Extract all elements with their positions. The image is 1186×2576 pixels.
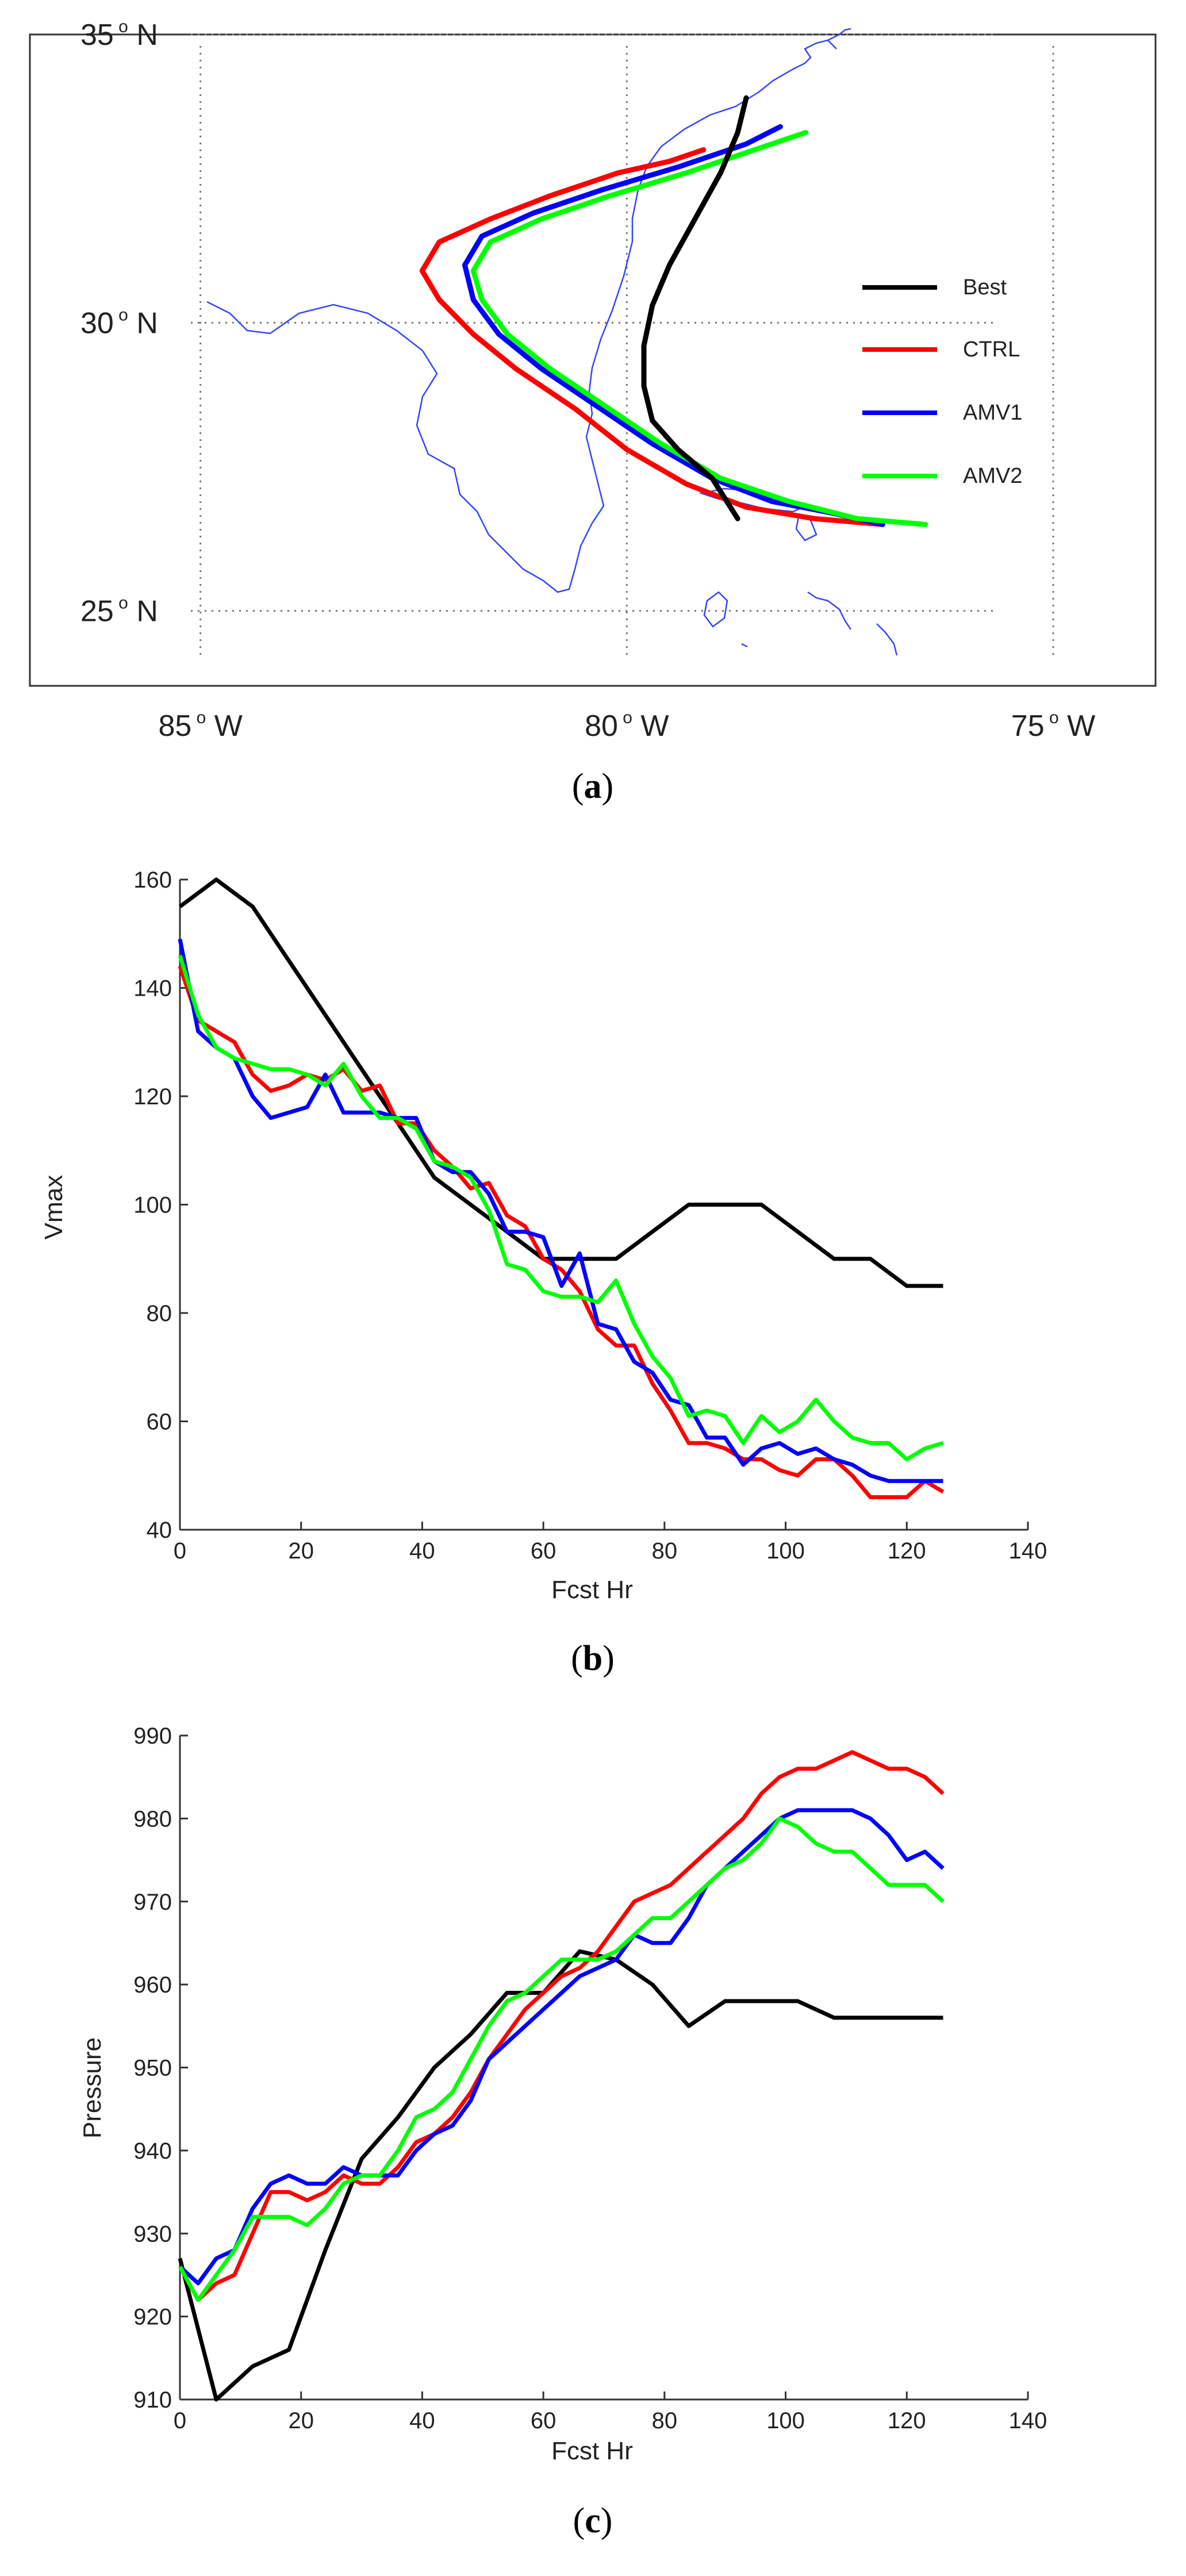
pressure-x-tick-label: 60: [531, 2408, 556, 2433]
pressure-y-tick-label: 960: [133, 1972, 172, 1998]
pressure-y-tick-label: 950: [133, 2056, 172, 2081]
track-line-best: [641, 95, 749, 521]
vmax-y-axis-label: Vmax: [40, 1175, 68, 1239]
legend: Best CTRL AMV1 AMV2: [862, 275, 1022, 488]
vmax-x-tick-label: 20: [288, 1538, 314, 1564]
vmax-x-axis-label: Fcst Hr: [551, 1576, 633, 1604]
pressure-x-axis-label: Fcst Hr: [551, 2437, 633, 2465]
pressure-x-tick-label: 40: [409, 2408, 435, 2433]
pressure-x-tick-label: 120: [888, 2408, 926, 2433]
vmax-y-tick-label: 80: [147, 1301, 172, 1326]
pressure-series: [178, 1750, 945, 2402]
pressure-x-tick-label: 20: [288, 2408, 314, 2433]
map-lat-tick-label: 25 o N: [80, 594, 158, 628]
caption-b: (b): [571, 1639, 615, 1678]
map-lat-tick-label: 35 o N: [80, 17, 158, 52]
vmax-x-tick-label: 100: [766, 1538, 805, 1564]
vmax-x-tick-label: 60: [531, 1538, 556, 1564]
vmax-x-tick-label: 120: [888, 1538, 926, 1564]
pressure-line-best: [178, 1949, 943, 2402]
island-eleuthera: [807, 591, 852, 630]
pressure-axes: 0 20 40 60 80 100 120 140 910 920 930 940 950 960 970 9…: [133, 1723, 1047, 2433]
island-exuma: [741, 643, 748, 648]
map-lon-tick-label: 85 o W: [158, 708, 242, 743]
vmax-y-tick-label: 60: [147, 1410, 172, 1435]
map-frame: [29, 33, 1157, 687]
pressure-x-tick-label: 0: [174, 2408, 186, 2433]
vmax-line-best: [178, 877, 943, 1288]
vmax-line-amv1: [178, 939, 943, 1483]
pressure-y-tick-label: 940: [133, 2139, 172, 2164]
map-tick-labels: 85 o W 80 o W 75 o W 35 o N 30 o N 25 o N: [80, 17, 1095, 743]
vmax-line-amv2: [178, 954, 944, 1461]
track-line-amv1: [462, 124, 885, 527]
vmax-axes: 0 20 40 60 80 100 120 140 40 60 80 100 120 140 160: [133, 867, 1047, 1564]
pressure-y-tick-label: 970: [133, 1890, 172, 1915]
vmax-y-tick-label: 120: [133, 1084, 172, 1110]
storm-tracks: [419, 95, 928, 527]
pressure-line-ctrl: [178, 1750, 945, 2302]
coastline-east: [827, 28, 851, 41]
pressure-x-tick-label: 100: [766, 2408, 805, 2433]
vmax-series: [178, 877, 945, 1499]
panel-c-pressure-chart: 0 20 40 60 80 100 120 140 910 920 930 940 950 960 970 9…: [78, 1723, 1047, 2540]
pressure-y-tick-label: 910: [133, 2387, 172, 2413]
vmax-x-tick-label: 40: [409, 1538, 435, 1564]
pressure-y-axis-label: Pressure: [78, 2037, 106, 2139]
vmax-y-tick-label: 40: [147, 1518, 172, 1543]
pressure-line-amv1: [178, 1808, 945, 2286]
vmax-x-tick-label: 80: [652, 1538, 678, 1564]
pressure-y-tick-label: 980: [133, 1806, 172, 1832]
vmax-x-tick-label: 0: [174, 1538, 186, 1564]
track-line-amv2: [470, 130, 928, 527]
pressure-y-tick-label: 930: [133, 2221, 172, 2247]
legend-label-amv2: AMV2: [963, 464, 1022, 488]
island-cat: [876, 623, 898, 656]
pressure-y-tick-label: 920: [133, 2305, 172, 2330]
legend-label-ctrl: CTRL: [963, 337, 1020, 362]
map-gridlines: [191, 33, 1054, 657]
vmax-y-tick-label: 100: [133, 1193, 172, 1218]
vmax-y-tick-label: 140: [133, 976, 172, 1001]
legend-label-amv1: AMV1: [963, 401, 1022, 425]
map-lon-tick-label: 75 o W: [1011, 708, 1095, 743]
panel-a-track-map: 85 o W 80 o W 75 o W 35 o N 30 o N 25 o N Bes…: [29, 17, 1157, 806]
vmax-x-tick-label: 140: [1009, 1538, 1047, 1564]
track-line-ctrl: [419, 147, 885, 527]
vmax-y-tick-label: 160: [133, 867, 172, 893]
map-lat-tick-label: 30 o N: [80, 305, 158, 340]
pressure-line-amv2: [178, 1816, 945, 2302]
legend-label-best: Best: [963, 275, 1007, 300]
pressure-x-tick-label: 140: [1009, 2408, 1047, 2433]
caption-c: (c): [573, 2501, 613, 2540]
pressure-x-tick-label: 80: [652, 2408, 678, 2433]
pressure-y-tick-label: 990: [133, 1723, 172, 1749]
map-lon-tick-label: 80 o W: [585, 708, 669, 743]
caption-a: (a): [572, 767, 613, 806]
panel-b-vmax-chart: 0 20 40 60 80 100 120 140 40 60 80 100 120 140 160 Fcs…: [40, 867, 1047, 1678]
island-andros: [703, 591, 728, 628]
